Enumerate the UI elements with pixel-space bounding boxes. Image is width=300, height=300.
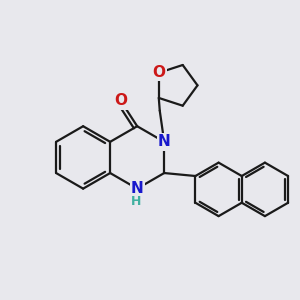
Text: O: O [114,94,127,109]
Text: O: O [152,65,165,80]
Text: N: N [131,181,144,196]
Text: H: H [130,195,141,208]
Text: N: N [158,134,171,149]
